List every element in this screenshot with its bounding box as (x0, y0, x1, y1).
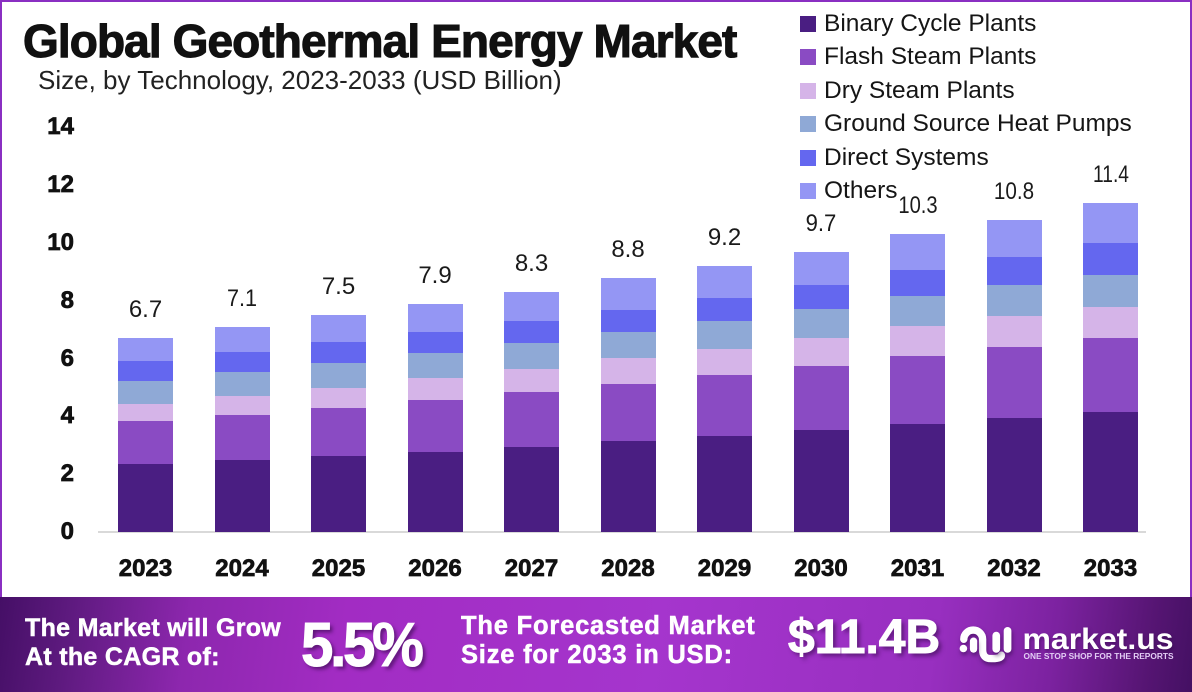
svg-text:market.us: market.us (1023, 623, 1174, 656)
svg-text:ONE STOP SHOP FOR THE REPORTS: ONE STOP SHOP FOR THE REPORTS (1024, 652, 1175, 661)
